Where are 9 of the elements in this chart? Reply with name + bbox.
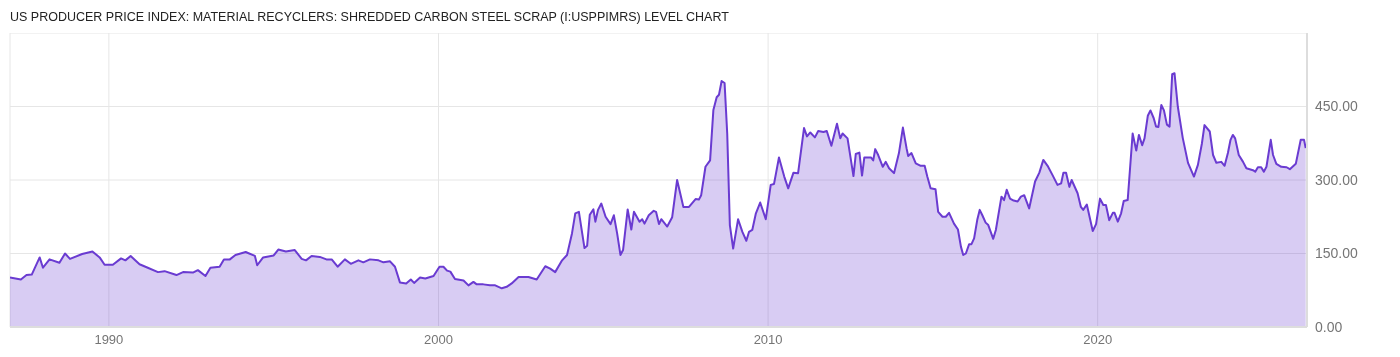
x-tick-label: 2020 [1083,332,1113,348]
x-tick-label: 2010 [753,332,783,348]
y-tick-label: 0.00 [1315,318,1343,335]
chart-title: US PRODUCER PRICE INDEX: MATERIAL RECYCLERS: SHREDDED CARBON STEEL SCRAP (I:USPPIMRS) LEVEL CHART [9,9,730,26]
y-tick-label: 150.00 [1315,245,1359,262]
y-tick-label: 450.00 [1315,98,1359,115]
x-tick-label: 1990 [94,332,124,348]
y-tick-label: 300.00 [1315,171,1359,188]
x-tick-label: 2000 [424,332,453,348]
